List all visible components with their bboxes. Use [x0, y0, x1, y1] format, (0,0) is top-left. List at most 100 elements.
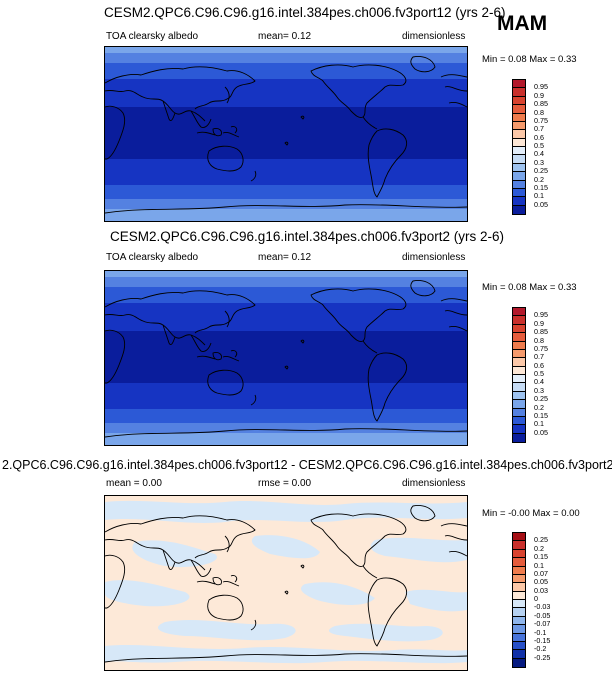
diff-region [370, 537, 467, 563]
colorbar-segment [513, 650, 525, 659]
colorbar-tick-label: 0.03 [534, 585, 548, 595]
panel-1-colorbar-labels: 0.95 0.9 0.85 0.8 0.75 0.7 0.6 0.5 0.4 0.3 0.25 0.2… [534, 79, 574, 215]
panel-2-mean: mean= 0.12 [258, 252, 312, 263]
panel-3-title: 2.QPC6.C96.C96.g16.intel.384pes.ch006.fv… [2, 458, 612, 472]
colorbar-tick-label: 0.05 [534, 577, 548, 587]
panel-1-map [104, 46, 468, 222]
colorbar-segment [513, 130, 525, 139]
colorbar-segment [513, 341, 525, 350]
band [105, 383, 467, 409]
colorbar-tick-label: 0.85 [534, 327, 548, 337]
colorbar-segment [513, 316, 525, 325]
band [105, 107, 467, 159]
panel-2-map-svg [105, 271, 467, 445]
colorbar-segment [513, 658, 525, 667]
colorbar-tick-label: 0.1 [534, 419, 544, 429]
colorbar-tick-label: -0.15 [534, 635, 551, 645]
colorbar-tick-label: 0.5 [534, 141, 544, 150]
colorbar-tick-label: -0.05 [534, 610, 551, 620]
colorbar-tick-label: 0.05 [534, 427, 548, 437]
colorbar-segment [513, 88, 525, 97]
panel-2-map [104, 270, 468, 446]
colorbar-segment [513, 400, 525, 409]
colorbar-tick-label: 0.15 [534, 410, 548, 420]
panel-3-mean: mean = 0.00 [106, 478, 162, 489]
band [105, 185, 467, 199]
panel-3-colorbar-labels: 0.25 0.2 0.15 0.1 0.07 0.05 0.03 0 -0.03 -0.05 -0.… [534, 532, 574, 668]
colorbar-segment [513, 541, 525, 550]
diff-region [157, 620, 296, 641]
diff-region [301, 582, 375, 605]
panel-2-colorbar [512, 307, 526, 443]
colorbar-segment [513, 625, 525, 634]
colorbar-tick-label: 0.95 [534, 310, 548, 320]
colorbar-tick-label: 0.75 [534, 115, 548, 125]
colorbar-segment [513, 205, 525, 214]
colorbar-segment [513, 324, 525, 334]
band [105, 79, 467, 107]
colorbar-segment [513, 163, 525, 173]
colorbar-tick-label: 0.75 [534, 343, 548, 353]
colorbar-segment [513, 349, 525, 359]
colorbar-tick-label: 0.15 [534, 182, 548, 192]
colorbar-tick-label: 0.3 [534, 157, 544, 167]
colorbar-tick-label: -0.07 [534, 619, 551, 629]
diff-region [329, 623, 443, 642]
colorbar-tick-label: 0.8 [534, 107, 544, 117]
colorbar-segment [513, 600, 525, 609]
colorbar-segment [513, 375, 525, 384]
panel-3-map [104, 495, 468, 671]
band [105, 331, 467, 383]
colorbar-tick-label: 0 [534, 594, 538, 603]
band [105, 47, 467, 53]
colorbar-tick-label: 0.3 [534, 385, 544, 395]
colorbar-tick-label: -0.1 [534, 627, 547, 637]
panel-3-units: dimensionless [402, 478, 466, 489]
panel-2-units: dimensionless [402, 252, 466, 263]
diff-region [105, 500, 467, 523]
colorbar-tick-label: 0.85 [534, 99, 548, 109]
band [105, 63, 467, 79]
band [105, 199, 467, 209]
panel-2-minmax: Min = 0.08 Max = 0.33 [482, 282, 577, 293]
band [105, 287, 467, 303]
colorbar-segment [513, 333, 525, 342]
band [105, 271, 467, 277]
colorbar-segment [513, 566, 525, 575]
colorbar-tick-label: 0.2 [534, 174, 544, 184]
colorbar-tick-label: -0.03 [534, 602, 551, 612]
colorbar-tick-label: 0.7 [534, 352, 544, 362]
colorbar-segment [513, 549, 525, 559]
colorbar-segment [513, 583, 525, 592]
colorbar-tick-label: 0.6 [534, 132, 544, 142]
colorbar-segment [513, 105, 525, 114]
diff-region [105, 645, 467, 664]
colorbar-segment [513, 616, 525, 626]
colorbar-segment [513, 383, 525, 392]
panel-3-minmax: Min = -0.00 Max = 0.00 [482, 508, 580, 519]
colorbar-segment [513, 308, 525, 317]
colorbar-segment [513, 558, 525, 567]
season-label: MAM [497, 12, 548, 35]
colorbar-tick-label: 0.8 [534, 335, 544, 345]
colorbar-tick-label: 0.2 [534, 543, 544, 553]
colorbar-tick-label: 0.5 [534, 369, 544, 378]
colorbar-tick-label: 0.15 [534, 552, 548, 562]
panel-1-mean: mean= 0.12 [258, 31, 312, 42]
diff-region [251, 535, 320, 559]
colorbar-segment [513, 425, 525, 434]
colorbar-tick-label: 0.2 [534, 402, 544, 412]
colorbar-segment [513, 533, 525, 542]
diff-region [405, 589, 467, 612]
colorbar-segment [513, 633, 525, 642]
colorbar-tick-label: 0.95 [534, 82, 548, 92]
colorbar-tick-label: 0.1 [534, 560, 544, 570]
colorbar-tick-label: 0.25 [534, 535, 548, 545]
colorbar-segment [513, 641, 525, 651]
colorbar-segment [513, 121, 525, 131]
panel-1-bands [105, 47, 467, 221]
colorbar-tick-label: 0.1 [534, 191, 544, 201]
colorbar-tick-label: 0.4 [534, 149, 544, 159]
colorbar-tick-label: 0.25 [534, 394, 548, 404]
colorbar-tick-label: -0.2 [534, 644, 547, 654]
